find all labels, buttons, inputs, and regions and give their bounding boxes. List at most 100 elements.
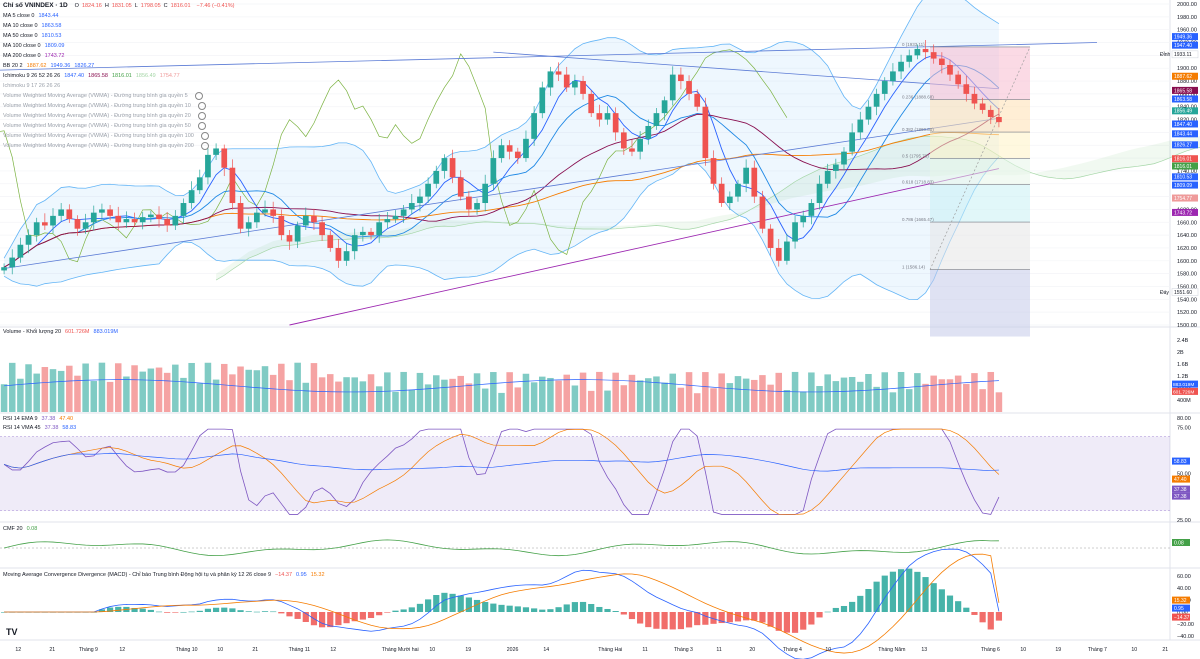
indicator-legend-row[interactable]: Volume Weighted Moving Average (VWMA) - …: [3, 101, 234, 111]
volume-bar: [0, 384, 8, 412]
volume-bar: [400, 371, 407, 412]
macd-histogram-bar: [726, 612, 733, 623]
macd-histogram-bar: [253, 611, 260, 613]
volume-bar: [416, 372, 424, 412]
ohlc-key: C: [163, 3, 168, 9]
eye-icon[interactable]: [194, 92, 203, 100]
indicator-legend-row[interactable]: Volume Weighted Moving Average (VWMA) - …: [3, 121, 234, 131]
indicator-name: MA 50 close 0: [3, 33, 38, 39]
indicator-legend-row[interactable]: MA 10 close 0 1863.58: [3, 21, 234, 31]
eye-icon[interactable]: [197, 112, 206, 120]
price-axis-label: 1740.00: [1177, 169, 1197, 175]
symbol-title[interactable]: Chỉ số VNINDEX · 1D: [3, 2, 68, 9]
price-axis-label: 1620.00: [1177, 246, 1197, 252]
candle-body: [547, 71, 554, 88]
candle-body: [107, 209, 113, 216]
indicator-legend-row[interactable]: Volume Weighted Moving Average (VWMA) - …: [3, 91, 234, 101]
volume-bar: [645, 378, 652, 412]
indicator-legend-row[interactable]: Volume Weighted Moving Average (VWMA) - …: [3, 141, 234, 151]
macd-histogram-bar: [302, 612, 309, 622]
price-tag-value: 1863.58: [1174, 97, 1192, 103]
candle-body: [115, 215, 122, 223]
macd-histogram-bar: [131, 607, 138, 612]
time-axis-label: 13: [921, 647, 927, 653]
candle-body: [881, 81, 888, 94]
legend: Chỉ số VNINDEX · 1D O 1824.16 H 1831.05 L 179…: [3, 1, 234, 151]
price-tag-value: 1843.44: [1174, 132, 1192, 138]
time-axis-label: Tháng 11: [289, 647, 311, 653]
volume-bar: [33, 373, 40, 412]
candle-body: [841, 151, 847, 165]
candle-body: [726, 196, 733, 204]
volume-bar: [41, 367, 49, 412]
macd-histogram-bar: [98, 609, 106, 612]
candle-body: [832, 164, 839, 171]
macd-histogram-bar: [734, 612, 742, 622]
volume-bar: [653, 376, 660, 412]
price-tag-value: 1887.62: [1174, 74, 1192, 80]
time-axis-label: Tháng 3: [674, 647, 693, 653]
candle-body: [278, 215, 285, 236]
indicator-legend-row[interactable]: Volume Weighted Moving Average (VWMA) - …: [3, 111, 234, 121]
eye-icon[interactable]: [200, 142, 209, 150]
eye-icon[interactable]: [197, 122, 206, 130]
candle-body: [1, 267, 7, 271]
indicator-legend-row[interactable]: Ichimoku 9 26 52 26 26 1847.40 1865.58 1816…: [3, 71, 234, 81]
rsi2-legend: RSI 14 VMA 45 37.38 58.83: [3, 425, 84, 431]
macd-legend: Moving Average Convergence Divergence (M…: [3, 572, 333, 578]
volume-tag: [1172, 387, 1198, 395]
candle-body: [400, 209, 407, 216]
macd-histogram-bar: [473, 599, 481, 612]
macd-signal-line: [4, 553, 1000, 654]
volume-tag: [1172, 380, 1198, 388]
macd-histogram-bar: [465, 597, 472, 612]
macd-histogram-bar: [188, 611, 195, 613]
macd-tag: [1172, 604, 1190, 612]
macd-histogram-bar: [514, 606, 521, 612]
indicator-value: 1826.27: [74, 63, 95, 69]
candle-body: [172, 215, 179, 226]
price-axis-label: 1980.00: [1177, 15, 1197, 21]
eye-icon[interactable]: [197, 102, 206, 110]
price-axis-label: 1580.00: [1177, 272, 1197, 278]
candle-body: [922, 48, 929, 53]
candle-body: [588, 93, 595, 114]
tradingview-logo[interactable]: TV: [6, 627, 18, 637]
indicator-legend-row[interactable]: MA 50 close 0 1810.53: [3, 31, 234, 41]
indicator-value: 1754.77: [159, 73, 180, 79]
time-axis-label: 21: [1162, 647, 1168, 653]
volume-bar: [783, 390, 791, 412]
candle-body: [327, 235, 334, 248]
candle-body: [800, 215, 807, 223]
indicator-legend-row[interactable]: Ichimoku 9 17 26 26 26: [3, 81, 234, 91]
candle-body: [237, 203, 244, 229]
volume-bar: [971, 373, 978, 412]
macd-histogram-bar: [212, 607, 220, 612]
volume-value: 883.019M: [93, 329, 118, 335]
macd-histogram-bar: [849, 601, 856, 612]
price-tag: [1172, 107, 1198, 115]
volume-bar: [351, 377, 358, 412]
ohlc-values: O 1824.16 H 1831.05 L 1798.05 C 1816.01 −7.46 (−…: [72, 1, 235, 11]
price-tag-value: 1810.53: [1174, 175, 1192, 181]
indicator-legend-row[interactable]: MA 100 close 0 1809.09: [3, 41, 234, 51]
volume-bar: [914, 373, 921, 412]
time-axis-label: 10: [825, 647, 831, 653]
indicator-name: Volume Weighted Moving Average (VWMA) - …: [3, 133, 194, 139]
indicator-legend-row[interactable]: Volume Weighted Moving Average (VWMA) - …: [3, 131, 234, 141]
indicator-legend-row[interactable]: BB 20 2 1887.62 1949.36 1826.27: [3, 61, 234, 71]
volume-bar: [384, 372, 391, 412]
candle-body: [580, 81, 586, 94]
rsi1-legend: RSI 14 EMA 9 37.38 47.40: [3, 416, 81, 422]
macd-histogram-bar: [669, 612, 676, 630]
indicator-legend-row[interactable]: MA 5 close 0 1843.44: [3, 11, 234, 21]
macd-histogram-bar: [604, 608, 611, 612]
candle-body: [33, 222, 40, 236]
volume-bar: [620, 385, 628, 412]
candle-body: [539, 87, 546, 114]
eye-icon[interactable]: [200, 132, 209, 140]
candle-body: [678, 74, 684, 82]
indicator-legend-row[interactable]: MA 200 close 0 1743.72: [3, 51, 234, 61]
